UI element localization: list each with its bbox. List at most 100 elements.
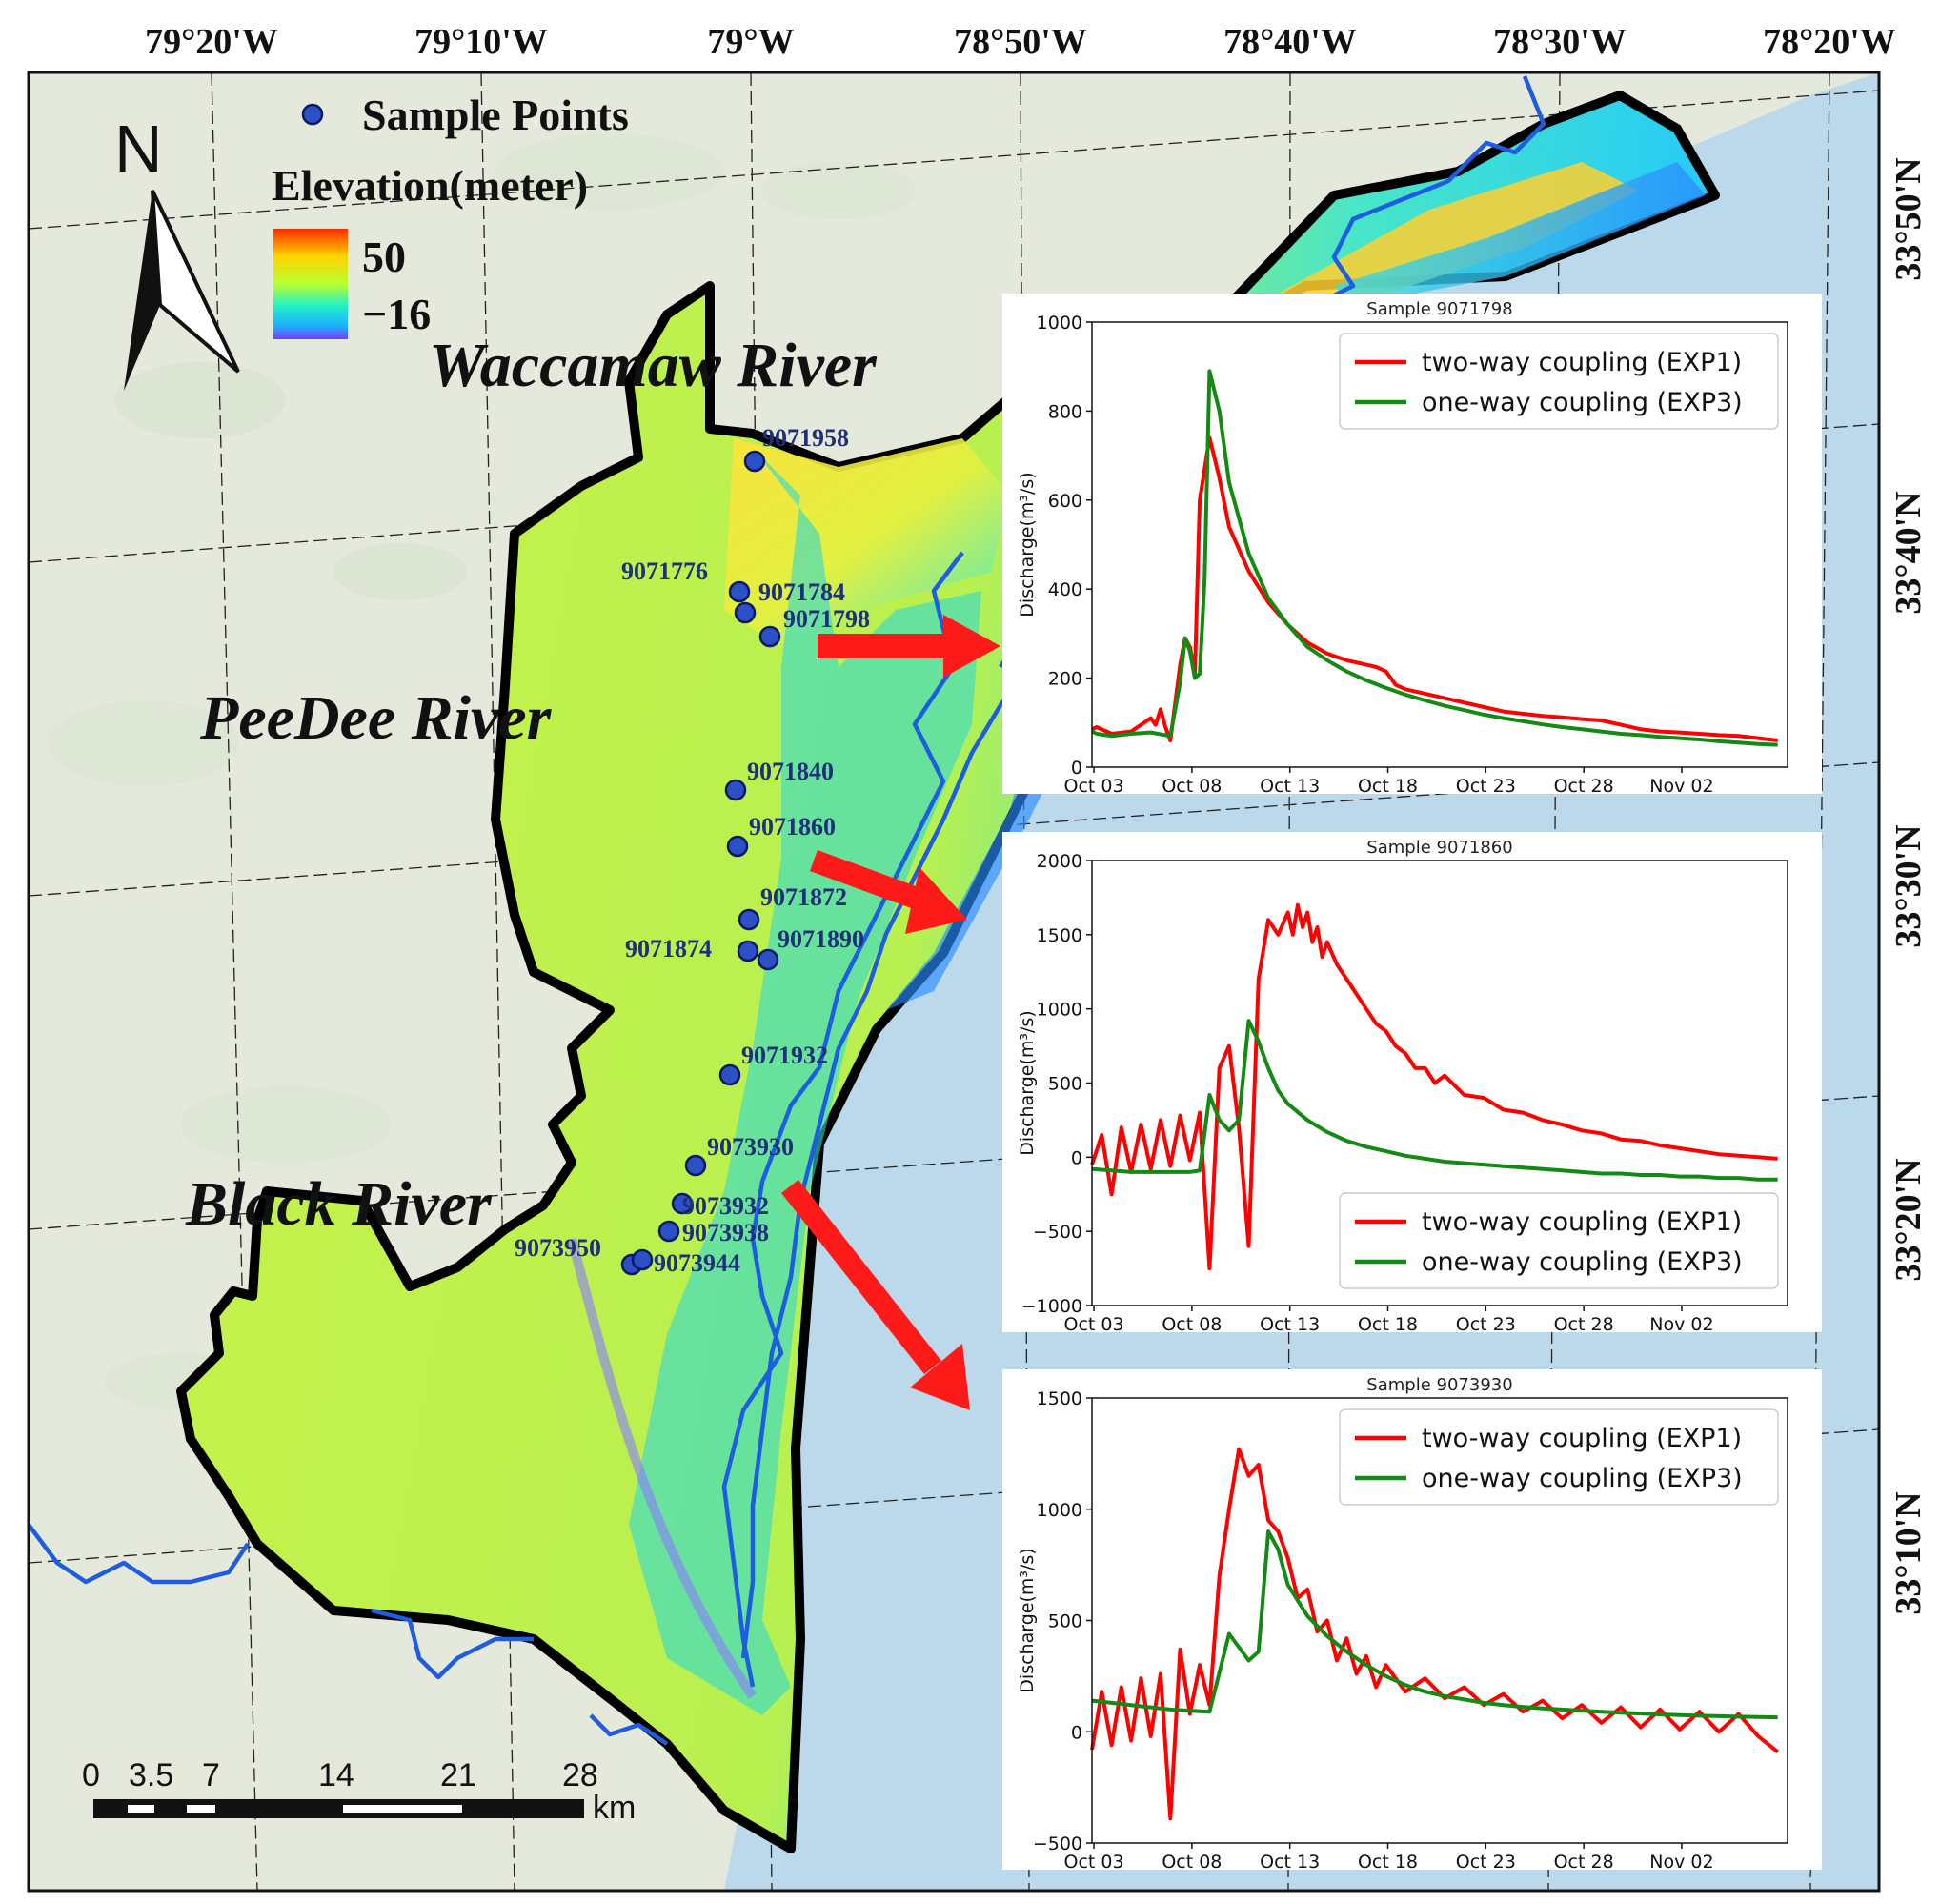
inset-chart-2: Sample 9071860 −1000 −500 0 500 1000 1500 2000 O… bbox=[1002, 832, 1822, 1335]
sample-points: 9071958 9071776 9071784 9071798 9071840 … bbox=[515, 424, 870, 1277]
x-tick-label: Oct 23 bbox=[1456, 776, 1516, 797]
svg-text:28: 28 bbox=[562, 1757, 598, 1793]
x-tick-label: Oct 23 bbox=[1456, 1314, 1516, 1335]
svg-text:33°20'N: 33°20'N bbox=[1889, 1158, 1929, 1281]
arrow-icon bbox=[781, 1180, 970, 1410]
y-axis-label: Discharge(m³/s) bbox=[1017, 1548, 1038, 1692]
x-tick-label: Oct 13 bbox=[1260, 776, 1320, 797]
y-tick-label: 2000 bbox=[1037, 851, 1082, 872]
series-line-one-way bbox=[1091, 1019, 1778, 1182]
svg-text:33°50'N: 33°50'N bbox=[1889, 157, 1929, 280]
scale-bar: 0 3.5 7 14 21 28 km bbox=[82, 1757, 636, 1826]
svg-text:79°W: 79°W bbox=[707, 22, 794, 62]
y-tick-label: 1000 bbox=[1037, 1500, 1082, 1521]
x-tick-label: Nov 02 bbox=[1649, 1314, 1713, 1335]
svg-text:3.5: 3.5 bbox=[129, 1757, 173, 1793]
y-axis-label: Discharge(m³/s) bbox=[1017, 472, 1038, 617]
svg-text:79°10'W: 79°10'W bbox=[414, 22, 548, 62]
y-tick-label: 1000 bbox=[1037, 1000, 1082, 1021]
inset-chart-1: Sample 9071798 0 200 400 600 800 1000 Oct 03 Oct… bbox=[1002, 294, 1822, 797]
x-tick-label: Nov 02 bbox=[1649, 776, 1713, 797]
y-tick-label: 500 bbox=[1048, 1074, 1082, 1095]
x-tick-label: Oct 03 bbox=[1064, 1852, 1124, 1873]
coastal-lowland-ne bbox=[1334, 162, 1706, 305]
sample-point[interactable]: 9071784 bbox=[734, 578, 845, 624]
svg-text:9073932: 9073932 bbox=[682, 1192, 769, 1220]
y-tick-label: 0 bbox=[1071, 1147, 1082, 1168]
svg-text:9073944: 9073944 bbox=[654, 1249, 740, 1277]
inset-chart-title: Sample 9071798 bbox=[1366, 299, 1512, 319]
sample-point[interactable]: 9071798 bbox=[758, 605, 870, 648]
x-tick-label: Oct 03 bbox=[1064, 1314, 1124, 1335]
inset-chart-title: Sample 9071860 bbox=[1366, 838, 1512, 858]
x-tick-label: Oct 18 bbox=[1358, 1314, 1418, 1335]
sample-point[interactable]: 9071958 bbox=[743, 424, 849, 473]
x-tick-label: Oct 08 bbox=[1162, 1314, 1222, 1335]
x-tick-label: Oct 18 bbox=[1358, 1852, 1418, 1873]
sample-point[interactable]: 9071860 bbox=[726, 813, 836, 858]
map-legend: Sample Points Elevation(meter) 50 −16 bbox=[272, 91, 629, 339]
sample-point[interactable]: 9071776 bbox=[621, 557, 751, 603]
sample-point[interactable]: 9073944 bbox=[631, 1248, 740, 1277]
svg-text:9073950: 9073950 bbox=[515, 1234, 601, 1262]
y-tick-label: 500 bbox=[1048, 1611, 1082, 1632]
svg-text:9073930: 9073930 bbox=[707, 1133, 794, 1161]
svg-text:9071874: 9071874 bbox=[625, 935, 712, 962]
svg-text:9071932: 9071932 bbox=[741, 1042, 828, 1069]
river-label-black: Black River bbox=[185, 1169, 493, 1239]
legend-entry: two-way coupling (EXP1) bbox=[1422, 1207, 1742, 1237]
sample-point[interactable]: 9073932 bbox=[671, 1192, 769, 1220]
svg-text:9071958: 9071958 bbox=[762, 424, 849, 452]
sample-point[interactable]: 9071840 bbox=[724, 758, 834, 801]
sample-point[interactable]: 9071874 bbox=[625, 935, 759, 962]
y-tick-label: 1000 bbox=[1037, 313, 1082, 334]
inset-charts: Sample 9071798 0 200 400 600 800 1000 Oct 03 Oct… bbox=[1002, 294, 1822, 1873]
channel-path bbox=[567, 1237, 758, 1699]
elevation-colorbar bbox=[273, 229, 348, 339]
y-tick-label: 400 bbox=[1048, 579, 1082, 600]
y-tick-label: −500 bbox=[1033, 1833, 1082, 1854]
svg-text:33°40'N: 33°40'N bbox=[1889, 491, 1929, 614]
y-tick-label: 1500 bbox=[1037, 1388, 1082, 1409]
sample-point[interactable]: 9073938 bbox=[657, 1219, 769, 1246]
river-label-waccamaw: Waccamaw River bbox=[429, 331, 878, 400]
legend-points-label: Sample Points bbox=[362, 91, 629, 139]
sample-point[interactable]: 9071890 bbox=[757, 925, 864, 971]
series-line-two-way bbox=[1091, 435, 1778, 742]
sample-point[interactable]: 9073930 bbox=[684, 1133, 794, 1177]
svg-text:km: km bbox=[593, 1790, 636, 1826]
svg-text:N: N bbox=[114, 111, 163, 186]
svg-text:78°20'W: 78°20'W bbox=[1763, 22, 1896, 62]
legend-entry: two-way coupling (EXP1) bbox=[1422, 348, 1742, 377]
svg-text:78°50'W: 78°50'W bbox=[954, 22, 1087, 62]
svg-text:33°30'N: 33°30'N bbox=[1889, 824, 1929, 947]
chart-legend: two-way coupling (EXP1) one-way coupling … bbox=[1339, 333, 1779, 430]
legend-elevation-title: Elevation(meter) bbox=[272, 161, 588, 210]
legend-elev-max: 50 bbox=[362, 233, 406, 281]
river-label-peedee: PeeDee River bbox=[199, 683, 553, 753]
series-line-two-way bbox=[1090, 902, 1778, 1271]
plot-area bbox=[1091, 860, 1788, 1306]
svg-text:14: 14 bbox=[318, 1757, 354, 1793]
svg-text:9071860: 9071860 bbox=[749, 813, 836, 841]
map-frame bbox=[27, 71, 1881, 1893]
series-line-one-way bbox=[1091, 369, 1778, 747]
y-tick-label: 200 bbox=[1048, 669, 1082, 690]
sample-point[interactable]: 9071932 bbox=[718, 1042, 828, 1086]
x-tick-label: Oct 28 bbox=[1554, 1852, 1614, 1873]
series-line-one-way bbox=[1091, 1529, 1778, 1720]
x-tick-label: Oct 23 bbox=[1456, 1852, 1516, 1873]
y-tick-label: −1000 bbox=[1021, 1296, 1082, 1317]
y-tick-label: 0 bbox=[1071, 758, 1082, 779]
svg-text:7: 7 bbox=[202, 1757, 220, 1793]
legend-entry: one-way coupling (EXP3) bbox=[1422, 1464, 1743, 1493]
y-tick-label: 0 bbox=[1071, 1722, 1082, 1743]
arrow-icon bbox=[810, 850, 967, 934]
sample-point[interactable]: 9071872 bbox=[738, 883, 847, 931]
y-tick-label: −500 bbox=[1033, 1222, 1082, 1243]
y-tick-label: 1500 bbox=[1037, 925, 1082, 946]
svg-text:9071840: 9071840 bbox=[747, 758, 834, 785]
plot-area bbox=[1091, 1397, 1788, 1844]
svg-text:9071798: 9071798 bbox=[783, 605, 870, 633]
svg-text:0: 0 bbox=[82, 1757, 100, 1793]
